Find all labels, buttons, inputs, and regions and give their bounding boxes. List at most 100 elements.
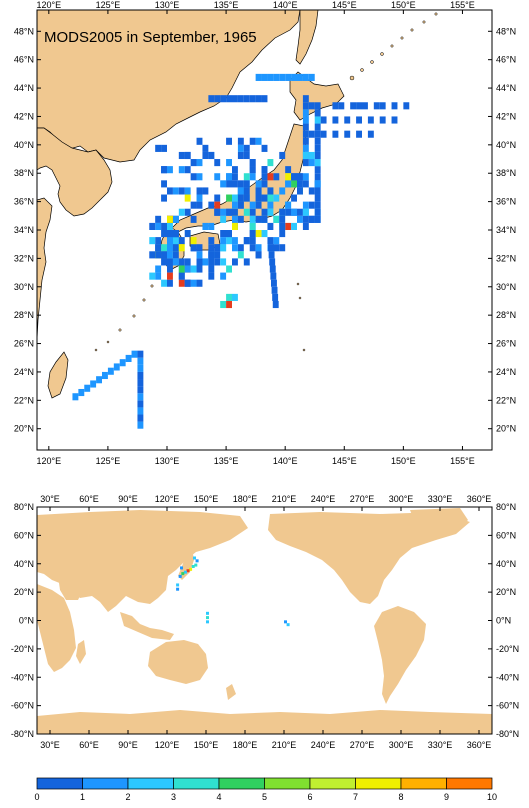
observation-cell (261, 180, 268, 188)
observation-cell (391, 102, 398, 110)
colorbar: 0 1 2 3 4 5 6 7 8 9 10 (34, 777, 497, 802)
x-tick-label-top: 150°E (194, 494, 219, 504)
observation-cell (208, 265, 215, 273)
observation-cell (178, 208, 185, 216)
observation-cell (137, 393, 144, 401)
observation-cell (237, 201, 244, 209)
global-map: 30°E 30°E 60°E 60°E 90°E 90°E 120°E 120°E 150°E 1… (11, 494, 519, 750)
observation-cell (202, 258, 209, 266)
y-tick-label-right: -20°N (496, 644, 519, 654)
y-tick-label-right: -40°N (496, 672, 519, 682)
y-tick-label-left: 36°N (14, 197, 34, 207)
observation-cell (161, 230, 167, 238)
observation-cell (176, 583, 180, 587)
observation-cell (137, 414, 144, 422)
observation-cell (113, 363, 120, 371)
observation-cell (214, 244, 221, 252)
observation-cell (137, 400, 144, 408)
colorbar-box (355, 777, 402, 790)
observation-cell (226, 173, 232, 181)
north-america-land (268, 512, 470, 604)
observation-cell (186, 569, 190, 573)
observation-cell (172, 251, 179, 259)
observation-cell (102, 371, 108, 380)
colorbar-label: 9 (444, 792, 449, 802)
observation-cell (155, 215, 162, 223)
antarctica-land (37, 710, 492, 734)
observation-cell (291, 180, 297, 188)
observation-cell (220, 258, 227, 266)
observation-cell (285, 173, 292, 181)
observation-cell (270, 272, 277, 280)
south-america-land (374, 606, 426, 704)
observation-cell (178, 574, 182, 578)
observation-cell (208, 237, 215, 245)
observation-cell (232, 95, 238, 103)
y-tick-label-left: 24°N (14, 367, 34, 377)
observation-cell (161, 222, 167, 230)
sea-islands (120, 612, 174, 640)
observation-cell (268, 251, 275, 259)
observation-cell (172, 215, 179, 223)
observation-cell (196, 258, 203, 266)
observation-cell (172, 244, 179, 252)
observation-cell (184, 194, 191, 202)
observation-cell (249, 201, 256, 209)
observation-cell (267, 208, 274, 216)
observation-cell (214, 159, 221, 167)
x-tick-label-top: 140°E (273, 0, 298, 10)
observation-cell (314, 109, 321, 117)
africa-land (37, 584, 76, 672)
x-tick-label-top: 240°E (311, 494, 336, 504)
observation-cell (243, 180, 250, 188)
observation-cell (178, 237, 185, 245)
observation-cell (172, 230, 179, 238)
observation-cell (273, 237, 280, 245)
observation-cell (302, 123, 309, 131)
observation-cell (273, 73, 280, 81)
observation-cell (220, 95, 227, 103)
observation-cell (172, 237, 179, 245)
ryukyu-islands (94, 282, 306, 352)
x-tick-label-bottom: 60°E (79, 740, 99, 750)
observation-cell (237, 151, 244, 160)
observation-cell (403, 102, 410, 110)
observation-cell (184, 151, 191, 160)
observation-cell (183, 570, 187, 574)
colorbar-box (309, 777, 356, 790)
observation-cell (137, 421, 144, 429)
observation-cell (149, 237, 156, 245)
observation-cell (178, 166, 185, 174)
y-tick-label-left: 40°N (14, 559, 34, 569)
colorbar-labels: 0 1 2 3 4 5 6 7 8 9 10 (34, 792, 497, 802)
observation-cell (272, 300, 279, 309)
observation-cell (184, 279, 191, 287)
observation-cell (255, 95, 262, 103)
observation-cell (249, 159, 256, 167)
observation-cell (167, 251, 173, 259)
observation-cell (243, 194, 250, 202)
observation-cell (214, 258, 221, 266)
y-tick-label-right: 24°N (496, 367, 516, 377)
observation-cell (190, 237, 197, 245)
observation-cell (167, 237, 173, 245)
observation-cell (232, 173, 238, 181)
observation-cell (268, 244, 274, 252)
y-tick-label-left: -40°N (11, 672, 34, 682)
x-tick-label-bottom: 30°E (40, 740, 60, 750)
observation-cell (96, 376, 102, 384)
x-tick-label-bottom: 145°E (332, 456, 357, 466)
observation-cell (308, 73, 315, 81)
observation-cell (314, 187, 321, 195)
observation-cell (279, 230, 286, 238)
observation-cell (137, 407, 144, 415)
observation-cell (237, 187, 244, 195)
observation-cell (356, 102, 362, 110)
colorbar-label: 6 (307, 792, 312, 802)
y-tick-label-left: 32°N (14, 253, 34, 263)
observation-cell (302, 137, 309, 145)
observation-cell (226, 95, 232, 103)
observation-cell (196, 265, 203, 273)
observation-cell (273, 194, 280, 202)
observation-cell (137, 350, 144, 358)
